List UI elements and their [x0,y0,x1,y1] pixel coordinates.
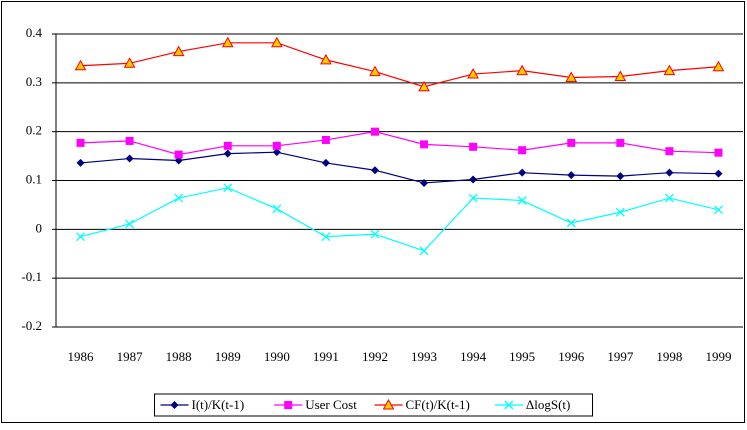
y-tick-label: 0.1 [26,171,42,186]
data-point [467,68,479,79]
data-point [665,147,674,156]
data-point [321,232,331,242]
series-line [80,131,719,156]
x-tick-label: 1991 [313,349,339,364]
x-tick-label: 1998 [656,349,682,364]
data-point [420,140,429,149]
data-point [223,183,233,193]
y-tick-label: 0.3 [26,74,42,89]
legend-marker [284,401,293,409]
data-point [616,172,625,181]
data-point [125,136,134,145]
y-tick-label: 0 [36,220,43,235]
data-point [370,229,380,239]
x-tick-label: 1990 [264,349,290,364]
series-line [80,187,719,252]
legend-label: I(t)/K(t-1) [192,397,245,412]
legend-label: User Cost [305,397,357,412]
data-point [76,138,85,147]
data-point [420,178,429,187]
data-point [663,64,676,76]
data-point [125,219,135,229]
data-point [123,57,136,68]
x-tick-label: 1989 [215,349,241,364]
x-tick-label: 1995 [509,349,535,364]
data-point [223,149,232,158]
data-point [469,175,478,184]
series-line [80,151,719,184]
data-point [566,218,576,228]
data-point [615,207,625,217]
x-tick-label: 1986 [68,349,95,364]
x-tick-label: 1992 [362,349,388,364]
y-tick-label: 0.4 [26,25,43,40]
data-point [272,148,281,157]
x-tick-label: 1999 [705,349,731,364]
y-tick-label: -0.2 [21,318,42,333]
data-point [469,142,478,151]
data-point [567,138,576,147]
legend-label: CF(t)/K(t-1) [406,397,470,412]
data-point [76,232,85,242]
legend-label: ΔlogS(t) [526,397,570,412]
data-point [616,138,625,147]
x-tick-label: 1988 [166,349,192,364]
x-tick-label: 1996 [558,349,585,364]
data-point [518,168,527,177]
data-point [517,196,527,205]
y-tick-label: -0.1 [21,269,42,284]
data-point [518,146,527,155]
data-point [321,135,330,144]
data-point [74,59,87,71]
data-point [565,71,578,82]
data-point [270,36,283,48]
x-tick-label: 1994 [460,349,487,364]
data-point [516,64,529,76]
data-point [370,166,379,175]
data-point [567,171,576,180]
data-point [320,53,332,65]
data-point [321,158,330,167]
data-point [714,169,723,178]
data-point [418,80,430,92]
data-point [714,205,723,215]
data-point [665,168,674,177]
y-tick-label: 0.2 [26,123,42,138]
data-point [370,127,379,136]
data-point [76,158,85,167]
data-point [172,45,185,57]
data-point [664,193,674,203]
data-point [125,154,134,163]
data-point [714,148,723,157]
legend-marker [170,401,179,409]
series-line [80,42,719,88]
data-point [272,141,281,150]
x-tick-label: 1987 [117,349,144,364]
legend-marker [382,398,395,410]
x-tick-label: 1993 [411,349,437,364]
data-point [174,193,184,203]
data-point [221,36,234,48]
data-point [468,193,478,203]
data-point [614,70,627,81]
legend-box [154,393,593,417]
data-point [369,65,381,77]
data-point [174,150,183,159]
data-point [419,246,429,256]
data-point [712,60,725,72]
x-tick-label: 1997 [607,349,634,364]
data-point [272,204,282,214]
legend-marker [504,400,514,410]
data-point [223,141,232,150]
